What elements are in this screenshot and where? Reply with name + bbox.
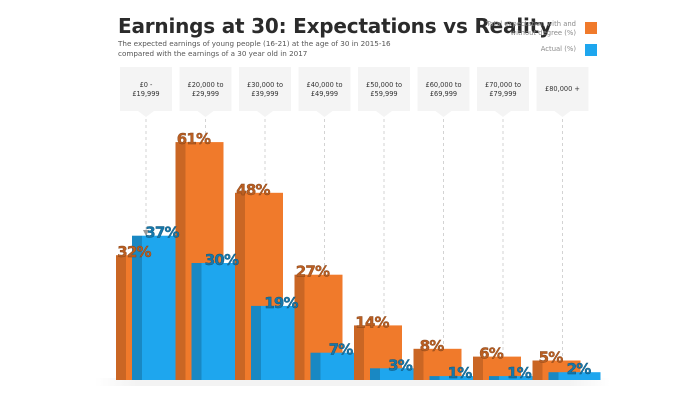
category-label-line: £59,999 [370,90,397,98]
bar-actual-front [558,372,601,380]
category-label: £30,000 to £39,999 [247,81,283,98]
chart-subtitle: The expected earnings of young people (1… [118,39,391,58]
value-label-expectation: 27% [296,263,330,281]
connector-arrow [143,230,149,236]
value-label-actual: 19% [264,294,298,312]
bar-actual-side [548,372,559,380]
bar-expectation-side [294,274,305,380]
bar-actual-side [132,235,142,380]
value-label-actual: 30% [205,251,239,269]
category-label-line: £40,000 to [307,81,343,89]
bar-actual-side [370,368,380,380]
category-label-line: £30,000 to [247,81,283,89]
bar-expectation-side [473,356,483,380]
value-label-actual: 7% [329,341,354,359]
category-label: £70,000 to £79,999 [485,81,521,98]
category-card: £60,000 to £69,999 [417,67,470,117]
category-label-line: £70,000 to [485,81,521,89]
category-card: £50,000 to £59,999 [358,67,410,117]
bar-actual-side [251,305,261,380]
bar-expectation-side [354,325,364,380]
value-label-expectation: 5% [539,349,564,367]
bar-expectation-front [483,356,521,380]
value-label-expectation: 14% [355,313,389,331]
category-card: £80,000 + [536,67,589,117]
category-card-bg [120,67,172,117]
category-cards: £0 -£19,999 £20,000 to £29,999 £30,000 to £3… [120,67,589,117]
category-label: £50,000 to £59,999 [366,81,402,98]
bar-actual-front [499,376,541,380]
category-card: £70,000 to £79,999 [477,67,529,117]
value-label-expectation: 61% [177,130,211,148]
value-label-actual: 2% [567,360,592,378]
bar-actual-front [439,376,482,380]
bar-expectation-front [423,348,462,380]
category-label-line: £49,999 [311,90,338,98]
bar-actual [429,376,482,380]
category-card-bg [179,67,232,117]
bar-actual-side [191,263,202,380]
legend-item-actual: Actual (%) [470,42,600,58]
category-label-line: £0 - [140,81,153,89]
category-card: £40,000 to £49,999 [298,67,351,117]
bar-actual [370,368,422,380]
category-label-line: £39,999 [251,90,278,98]
category-label: £20,000 to £29,999 [188,81,224,98]
legend-label-actual: Actual (%) [540,45,576,53]
bar-expectation-side [235,192,245,380]
chart-title: Earnings at 30: Expectations vs Reality [118,14,552,38]
value-label-actual: 37% [145,224,179,242]
bar-expectation-side [175,142,186,380]
bar-expectation-side [532,360,543,380]
category-label: £60,000 to £69,999 [426,81,462,98]
category-card-bg [477,67,529,117]
category-label-line: £60,000 to [426,81,462,89]
bar-expectation [413,348,462,380]
bar-actual [548,372,601,380]
category-card-bg [358,67,410,117]
bar-actual-front [380,368,422,380]
legend-item-expectation: Total expectation with and without degre… [470,20,600,37]
category-label-line: £79,999 [489,90,516,98]
category-card-bg [417,67,470,117]
bar-actual-side [489,376,499,380]
category-label-line: £20,000 to [188,81,224,89]
value-label-actual: 1% [448,364,473,382]
legend-swatch-expectation [585,22,597,34]
value-label-expectation: 48% [236,181,270,199]
bar-actual [489,376,541,380]
category-card-bg [298,67,351,117]
bar-actual-side [310,352,321,380]
category-card-bg [239,67,291,117]
category-label: £0 -£19,999 [132,81,159,98]
legend-swatch-actual [585,44,597,56]
category-card-bg [536,67,589,117]
category-label-line: £69,999 [430,90,457,98]
chart-floor [95,378,610,386]
value-label-actual: 1% [507,364,532,382]
category-label-line: £50,000 to [366,81,402,89]
bar-expectation-side [116,255,126,380]
category-card: £20,000 to £29,999 [179,67,232,117]
value-label-expectation: 8% [420,337,445,355]
value-label-expectation: 6% [479,345,504,363]
legend-label-expectation: Total expectation with and without degre… [486,20,576,37]
value-label-actual: 3% [388,356,413,374]
category-card: £30,000 to £39,999 [239,67,291,117]
bar-actual-side [429,376,440,380]
category-label: £80,000 + [545,85,580,93]
value-labels: 32%37%61%30%48%19%27%7%14%3%8%1%6%1%5%2% [117,130,592,382]
value-label-expectation: 32% [117,243,151,261]
category-label-line: £29,999 [192,90,219,98]
bar-expectation [473,356,521,380]
category-label: £40,000 to £49,999 [307,81,343,98]
category-label-line: £19,999 [132,90,159,98]
bars [116,142,601,380]
category-card: £0 -£19,999 [120,67,172,117]
bar-expectation-side [413,348,424,380]
